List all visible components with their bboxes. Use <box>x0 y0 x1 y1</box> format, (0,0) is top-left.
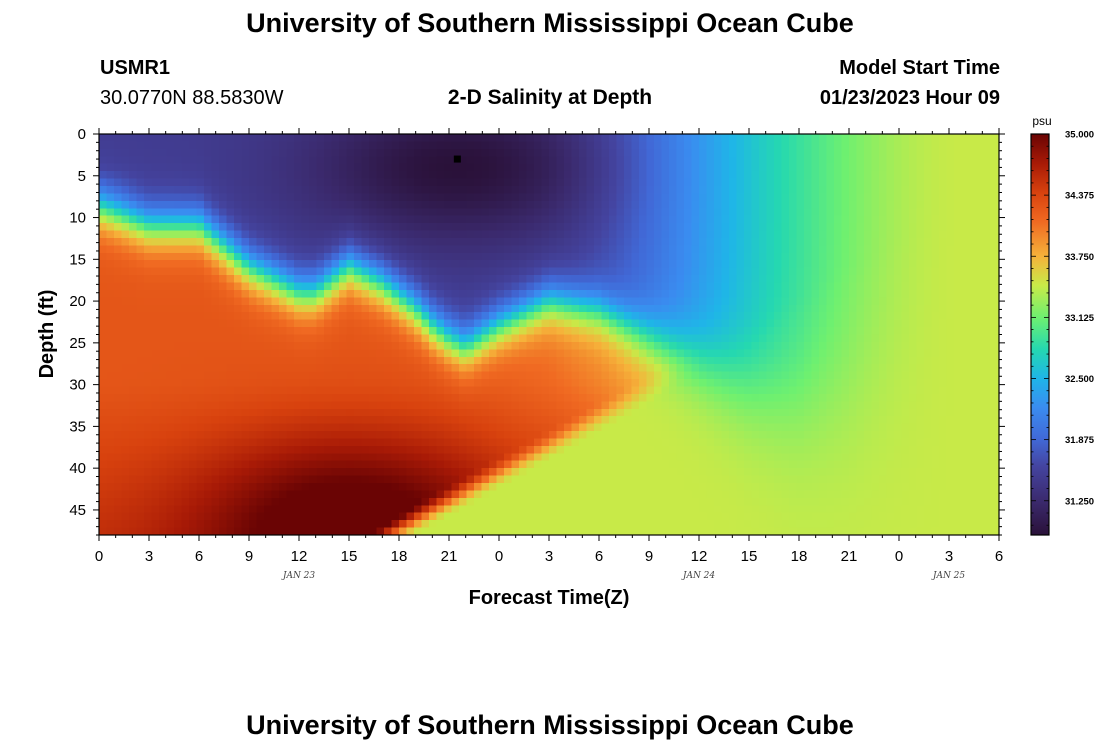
x-tick-label: 6 <box>995 548 1003 565</box>
x-tick-label: 0 <box>495 548 503 565</box>
x-tick-label: 12 <box>691 548 708 565</box>
y-tick-label: 25 <box>69 335 86 352</box>
model-start-label: Model Start Time <box>839 57 1000 79</box>
y-tick-label: 20 <box>69 293 86 310</box>
date-label: JAN 24 <box>681 571 716 581</box>
y-tick-label: 10 <box>69 210 86 227</box>
model-start-value: 01/23/2023 Hour 09 <box>819 87 1000 109</box>
x-tick-label: 15 <box>341 548 358 565</box>
x-tick-label: 21 <box>841 548 858 565</box>
colorbar-unit: psu <box>1032 114 1051 128</box>
y-tick-label: 15 <box>69 251 86 268</box>
x-tick-label: 9 <box>245 548 253 565</box>
y-axis-label: Depth (ft) <box>36 290 58 379</box>
x-tick-label: 18 <box>791 548 808 565</box>
page-title: University of Southern Mississippi Ocean… <box>246 8 854 38</box>
x-tick-label: 6 <box>195 548 203 565</box>
colorbar: psu 35.000 34.375 33.750 33.125 32.500 31.875… <box>1030 114 1095 536</box>
x-tick-label: 21 <box>441 548 458 565</box>
x-tick-label: 15 <box>741 548 758 565</box>
colorbar-tick-label: 35.000 <box>1065 130 1094 141</box>
y-tick-label: 45 <box>69 502 86 519</box>
x-tick-label: 3 <box>545 548 553 565</box>
plot-area <box>98 133 1000 536</box>
station-coordinates: 30.0770N 88.5830W <box>100 87 284 109</box>
colorbar-tick-label: 33.125 <box>1065 313 1095 324</box>
x-tick-label: 3 <box>945 548 953 565</box>
salinity-heatmap <box>99 134 999 535</box>
x-tick-label: 18 <box>391 548 408 565</box>
x-tick-label: 0 <box>95 548 103 565</box>
y-tick-label: 0 <box>78 126 86 143</box>
y-axis: 0 5 10 15 20 25 30 35 40 45 <box>69 126 1005 536</box>
date-label: JAN 25 <box>931 571 966 581</box>
y-tick-label: 5 <box>78 168 86 185</box>
y-tick-label: 40 <box>69 460 86 477</box>
colorbar-tick-label: 32.500 <box>1065 374 1094 385</box>
x-tick-label: 9 <box>645 548 653 565</box>
colorbar-tick-label: 31.875 <box>1065 435 1095 446</box>
station-marker <box>453 155 461 163</box>
colorbar-bar <box>1030 133 1050 536</box>
colorbar-tick-label: 34.375 <box>1065 191 1095 202</box>
station-id: USMR1 <box>100 57 171 79</box>
date-label: JAN 23 <box>281 571 316 581</box>
colorbar-tick-label: 33.750 <box>1065 252 1094 263</box>
x-tick-label: 6 <box>595 548 603 565</box>
footer-title: University of Southern Mississippi Ocean… <box>246 710 854 740</box>
colorbar-tick-label: 31.250 <box>1065 496 1094 507</box>
y-tick-label: 30 <box>69 377 86 394</box>
x-axis: 0 3 6 9 12 15 18 21 0 3 6 9 12 15 18 21 0 3 6 JAN 23 JAN 24 J… <box>95 128 1003 581</box>
y-tick-label: 35 <box>69 418 86 435</box>
x-tick-label: 3 <box>145 548 153 565</box>
x-tick-label: 12 <box>291 548 308 565</box>
x-axis-label: Forecast Time(Z) <box>469 587 630 609</box>
x-tick-label: 0 <box>895 548 903 565</box>
chart-subtitle: 2-D Salinity at Depth <box>447 86 653 109</box>
